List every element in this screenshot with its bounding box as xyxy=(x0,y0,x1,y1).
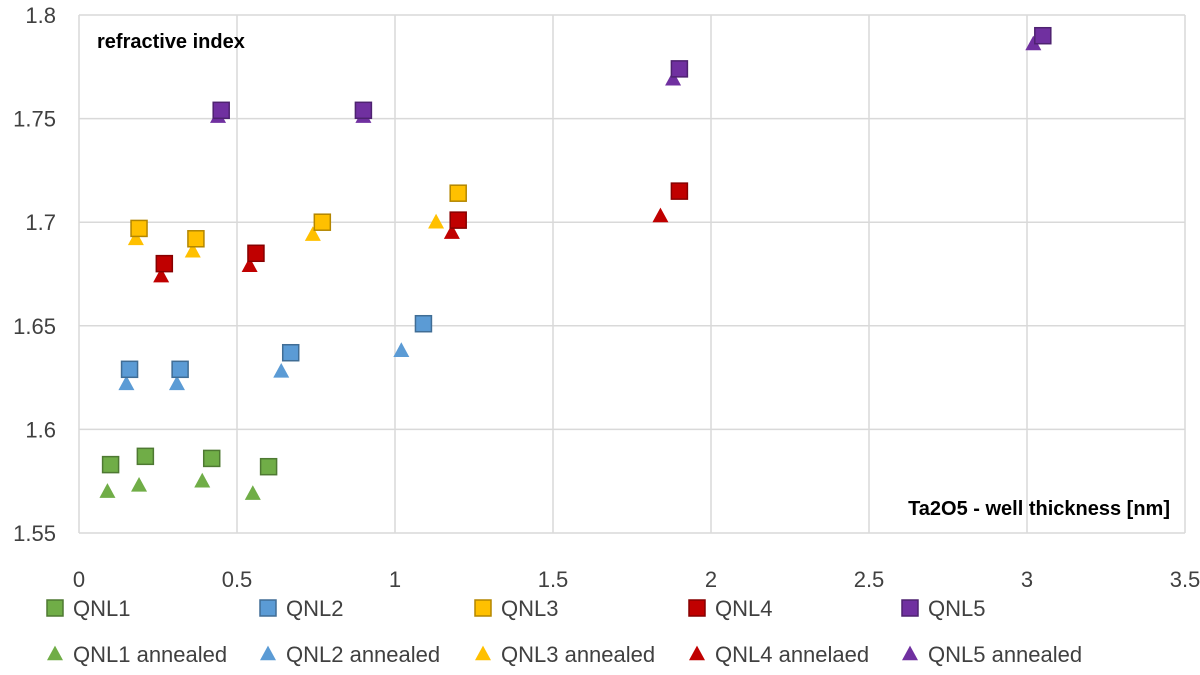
data-point-qnl5 xyxy=(670,60,689,78)
legend-marker-qnl5 xyxy=(901,599,919,617)
legend: QNL1 QNL2 QNL3 QNL4 QNL5 QNL1 annealed QNL2 an… xyxy=(46,596,1082,667)
data-point-qnl3-annealed xyxy=(428,213,445,229)
data-points xyxy=(99,26,1052,500)
data-point-qnl5 xyxy=(212,101,230,120)
data-point-qnl1-annealed xyxy=(99,483,116,498)
legend-label: QNL2 annealed xyxy=(286,642,440,667)
data-point-qnl4 xyxy=(247,244,265,263)
legend-label: QNL3 annealed xyxy=(501,642,655,667)
x-tick-label: 3.5 xyxy=(1170,567,1200,592)
legend-item-qnl5: QNL5 xyxy=(901,596,985,621)
legend-label: QNL4 annelaed xyxy=(715,642,869,667)
data-point-qnl3-annealed xyxy=(184,242,201,258)
data-point-qnl2-annealed xyxy=(118,375,135,391)
legend-marker-qnl5-annealed xyxy=(902,645,918,661)
legend-label: QNL5 annealed xyxy=(928,642,1082,667)
legend-item-qnl4-annelaed: QNL4 annelaed xyxy=(689,642,869,667)
legend-marker-qnl3 xyxy=(474,599,492,617)
data-point-qnl2 xyxy=(414,314,433,333)
legend-label: QNL4 xyxy=(715,596,772,621)
data-point-qnl1-annealed xyxy=(194,472,211,488)
data-point-qnl5 xyxy=(354,101,373,120)
data-point-qnl3-annealed xyxy=(127,230,144,246)
data-point-qnl4-annelaed xyxy=(443,224,460,239)
grid-lines xyxy=(78,14,1186,534)
x-tick-label: 2 xyxy=(705,567,717,592)
data-point-qnl5-annealed xyxy=(1025,35,1042,51)
data-point-qnl3-annealed xyxy=(304,226,321,241)
legend-item-qnl4: QNL4 xyxy=(688,596,772,621)
legend-item-qnl1: QNL1 xyxy=(46,596,130,621)
data-point-qnl4-annelaed xyxy=(241,257,258,273)
y-tick-label: 1.7 xyxy=(25,210,56,235)
data-point-qnl2-annealed xyxy=(393,342,410,357)
data-point-qnl2 xyxy=(171,360,189,379)
legend-marker-qnl2-annealed xyxy=(260,645,276,661)
legend-label: QNL1 xyxy=(73,596,130,621)
data-point-qnl2 xyxy=(281,343,300,362)
y-tick-label: 1.8 xyxy=(25,3,56,28)
legend-marker-qnl4-annelaed xyxy=(689,645,705,661)
data-point-qnl5-annealed xyxy=(665,70,682,86)
legend-marker-qnl1 xyxy=(46,599,64,617)
data-point-qnl4 xyxy=(449,211,467,229)
legend-label: QNL5 xyxy=(928,596,985,621)
data-point-qnl1 xyxy=(259,457,278,476)
y-tick-label: 1.65 xyxy=(13,314,56,339)
legend-item-qnl3: QNL3 xyxy=(474,596,558,621)
data-point-qnl1-annealed xyxy=(244,485,261,500)
data-point-qnl5 xyxy=(1034,26,1052,45)
data-point-qnl1 xyxy=(101,455,120,474)
y-tick-label: 1.6 xyxy=(25,417,56,442)
legend-marker-qnl1-annealed xyxy=(47,645,63,661)
data-point-qnl4-annelaed xyxy=(652,207,669,223)
y-axis-label: refractive index xyxy=(97,31,245,53)
legend-label: QNL3 xyxy=(501,596,558,621)
x-tick-label: 2.5 xyxy=(854,567,885,592)
legend-marker-qnl3-annealed xyxy=(475,645,491,661)
legend-marker-qnl4 xyxy=(688,599,706,617)
x-axis-label: Ta2O5 - well thickness [nm] xyxy=(908,498,1170,520)
legend-item-qnl1-annealed: QNL1 annealed xyxy=(47,642,227,667)
data-point-qnl3 xyxy=(130,219,148,238)
legend-item-qnl3-annealed: QNL3 annealed xyxy=(475,642,655,667)
data-point-qnl1-annealed xyxy=(131,476,148,492)
legend-marker-qnl2 xyxy=(259,599,277,617)
y-tick-label: 1.75 xyxy=(13,107,56,132)
data-point-qnl4 xyxy=(670,182,689,200)
y-tick-label: 1.55 xyxy=(13,521,56,546)
x-tick-label: 1.5 xyxy=(538,567,569,592)
legend-item-qnl2-annealed: QNL2 annealed xyxy=(260,642,440,667)
x-tick-label: 0.5 xyxy=(222,567,253,592)
data-point-qnl3 xyxy=(187,230,205,248)
data-point-qnl2 xyxy=(120,360,139,379)
data-point-qnl1 xyxy=(202,449,221,468)
data-point-qnl4 xyxy=(155,254,174,273)
x-tick-label: 1 xyxy=(389,567,401,592)
legend-label: QNL2 xyxy=(286,596,343,621)
legend-item-qnl2: QNL2 xyxy=(259,596,343,621)
data-point-qnl3 xyxy=(449,184,467,202)
data-point-qnl2-annealed xyxy=(168,375,185,391)
x-tick-label: 3 xyxy=(1021,567,1033,592)
x-tick-label: 0 xyxy=(73,567,85,592)
axis-ticks: 0 0.5 1 1.5 2 2.5 3 3.5 1.55 1.6 1.65 1.7 1.75 1.8 xyxy=(13,3,1200,592)
data-point-qnl1 xyxy=(136,447,155,466)
data-point-qnl3 xyxy=(313,213,332,231)
data-point-qnl4-annelaed xyxy=(153,267,170,283)
legend-label: QNL1 annealed xyxy=(73,642,227,667)
data-point-qnl2-annealed xyxy=(273,362,290,378)
legend-item-qnl5-annealed: QNL5 annealed xyxy=(902,642,1082,667)
